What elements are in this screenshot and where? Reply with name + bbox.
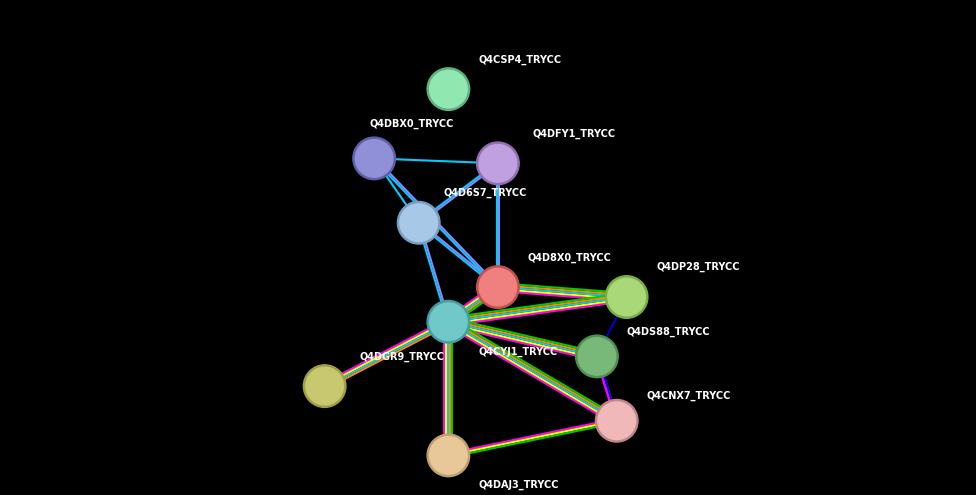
Circle shape xyxy=(476,266,519,308)
Circle shape xyxy=(353,137,395,180)
Text: Q4CYJ1_TRYCC: Q4CYJ1_TRYCC xyxy=(478,346,557,356)
Circle shape xyxy=(427,434,469,477)
Text: Q4CNX7_TRYCC: Q4CNX7_TRYCC xyxy=(646,391,731,401)
Circle shape xyxy=(476,142,519,185)
Circle shape xyxy=(397,201,440,244)
Text: Q4DBX0_TRYCC: Q4DBX0_TRYCC xyxy=(369,119,454,129)
Circle shape xyxy=(427,68,469,110)
Circle shape xyxy=(305,367,344,405)
Circle shape xyxy=(355,140,393,177)
Text: Q4CSP4_TRYCC: Q4CSP4_TRYCC xyxy=(478,54,561,64)
Circle shape xyxy=(400,204,437,242)
Circle shape xyxy=(595,399,638,442)
Circle shape xyxy=(479,268,516,306)
Circle shape xyxy=(304,365,346,407)
Text: Q4D8X0_TRYCC: Q4D8X0_TRYCC xyxy=(528,252,612,262)
Circle shape xyxy=(429,303,468,341)
Circle shape xyxy=(608,278,645,316)
Text: Q4DS88_TRYCC: Q4DS88_TRYCC xyxy=(627,327,711,337)
Circle shape xyxy=(429,70,468,108)
Text: Q4DAJ3_TRYCC: Q4DAJ3_TRYCC xyxy=(478,480,558,490)
Circle shape xyxy=(429,437,468,474)
Circle shape xyxy=(479,145,516,182)
Circle shape xyxy=(576,335,618,378)
Circle shape xyxy=(427,300,469,343)
Text: Q4D6S7_TRYCC: Q4D6S7_TRYCC xyxy=(443,188,527,198)
Text: Q4DP28_TRYCC: Q4DP28_TRYCC xyxy=(656,262,740,272)
Text: Q4DFY1_TRYCC: Q4DFY1_TRYCC xyxy=(533,129,616,139)
Text: Q4DGR9_TRYCC: Q4DGR9_TRYCC xyxy=(359,351,444,361)
Circle shape xyxy=(578,338,616,375)
Circle shape xyxy=(605,276,648,318)
Circle shape xyxy=(598,402,635,440)
